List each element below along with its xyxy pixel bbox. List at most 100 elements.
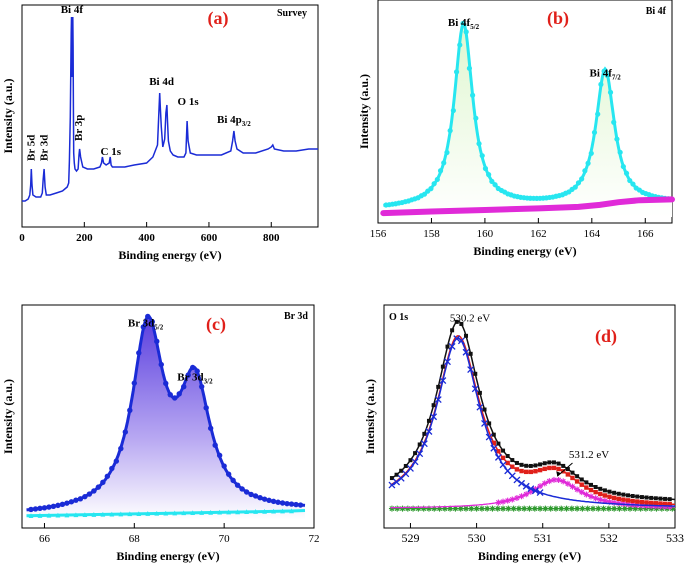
o1s-point-black (556, 461, 561, 466)
o1s-point-black (482, 407, 487, 412)
o1s-point-black (663, 496, 668, 501)
o1s-point-green (510, 505, 517, 512)
o1s-point-green (627, 505, 634, 512)
o1s-point-green (595, 505, 602, 512)
peak-label: Bi 4d (149, 76, 174, 88)
br3d-point (32, 506, 39, 512)
panel-title: O 1s (389, 312, 408, 323)
o1s-point-magenta (574, 486, 581, 493)
bi4f-point (489, 178, 495, 184)
o1s-point-black (602, 488, 607, 493)
o1s-point-blue (536, 489, 544, 496)
o1s-point-blue (531, 487, 539, 495)
o1s-point-black (426, 418, 431, 423)
plot-frame (377, 0, 673, 224)
br3d-point (95, 484, 102, 490)
o1s-point-black (542, 461, 547, 466)
o1s-point-red (625, 498, 631, 503)
o1s-point-black (496, 441, 501, 446)
br3d-point (243, 489, 250, 495)
br3d-point (252, 493, 259, 499)
o1s-point-magenta (537, 483, 544, 490)
o1s-point-blue (457, 337, 465, 345)
br3d-point (266, 497, 272, 504)
o1s-point-magenta (611, 499, 618, 506)
br3d-bg-point (163, 510, 169, 516)
o1s-point-black (667, 497, 672, 502)
br3d-bg-point (73, 512, 79, 518)
x-tick-label: 156 (370, 228, 387, 240)
peak-label: 531.2 eV (569, 449, 609, 461)
bi4f-point (476, 141, 482, 147)
bi4f-point (582, 168, 588, 174)
o1s-point-red (496, 449, 501, 454)
o1s-point-blue (462, 348, 470, 356)
panel-c-br3d: 66 68 70 72 Binding energy (eV) Intensity (a.… (1, 304, 320, 563)
o1s-series-red (390, 335, 676, 507)
y-axis-label: Intensity (a.u.) (357, 74, 371, 149)
o1s-point-magenta (560, 478, 567, 485)
br3d-point (221, 463, 227, 469)
bi4f-fit-line (383, 20, 673, 207)
o1s-point-red (598, 491, 603, 497)
br3d-point (284, 500, 290, 507)
o1s-point-black (501, 448, 506, 453)
o1s-point-blue (476, 403, 484, 411)
o1s-point-blue (522, 482, 530, 490)
peak-label: Bi 4p3/2 (217, 114, 251, 128)
bi4f-point (595, 111, 601, 117)
o1s-point-green (531, 505, 538, 512)
o1s-point-magenta (578, 489, 585, 496)
o1s-point-black (440, 364, 445, 369)
o1s-point-red (574, 479, 580, 484)
o1s-series-green (388, 505, 676, 512)
br3d-fill-area (26, 316, 305, 520)
o1s-point-red (505, 460, 510, 466)
br3d-point (288, 501, 295, 507)
o1s-point-green (478, 505, 485, 512)
o1s-point-red (635, 499, 640, 504)
br3d-point (212, 442, 218, 448)
br3d-point (257, 495, 263, 501)
peak-label: Bi 4f5/2 (448, 17, 480, 31)
o1s-point-red (653, 501, 659, 506)
o1s-point-black (653, 496, 658, 501)
o1s-point-green (404, 505, 411, 512)
br3d-point (172, 395, 178, 401)
o1s-point-green (537, 505, 544, 512)
o1s-point-red (551, 465, 557, 471)
br3d-bg-point (109, 511, 115, 517)
br3d-point (82, 493, 88, 500)
o1s-point-red (639, 499, 645, 505)
o1s-point-green (441, 505, 448, 512)
br3d-point (140, 324, 146, 330)
br3d-point (149, 319, 155, 325)
o1s-point-green (579, 505, 586, 512)
br3d-point (122, 429, 129, 435)
bi4f-point (460, 20, 466, 27)
o1s-point-blue (439, 377, 447, 384)
y-axis-label: Intensity (a.u.) (1, 379, 15, 454)
bi4f-point (591, 129, 598, 136)
o1s-point-green (494, 505, 501, 512)
o1s-point-black (616, 491, 621, 496)
o1s-point-magenta (504, 497, 511, 504)
x-tick-label: 72 (309, 533, 320, 545)
o1s-point-blue (393, 478, 401, 486)
br3d-point (198, 383, 205, 390)
br3d-bg-point (190, 510, 196, 516)
br3d-point (230, 477, 236, 484)
bi4f-point (620, 163, 626, 170)
o1s-point-magenta (592, 495, 599, 502)
o1s-point-black (644, 495, 649, 500)
o1s-point-blue (485, 433, 493, 441)
x-tick-label: 533 (666, 531, 684, 545)
o1s-point-green (521, 505, 528, 512)
peak-label: Bi 4f (61, 4, 84, 16)
o1s-point-black (626, 493, 631, 498)
panel-b-bi4f: 156 158 160 162 164 166 Binding energy (eV) Int… (357, 0, 675, 258)
o1s-point-green (436, 505, 443, 512)
bi4f-point (434, 176, 440, 183)
o1s-point-green (500, 505, 507, 512)
o1s-point-black (658, 496, 663, 501)
